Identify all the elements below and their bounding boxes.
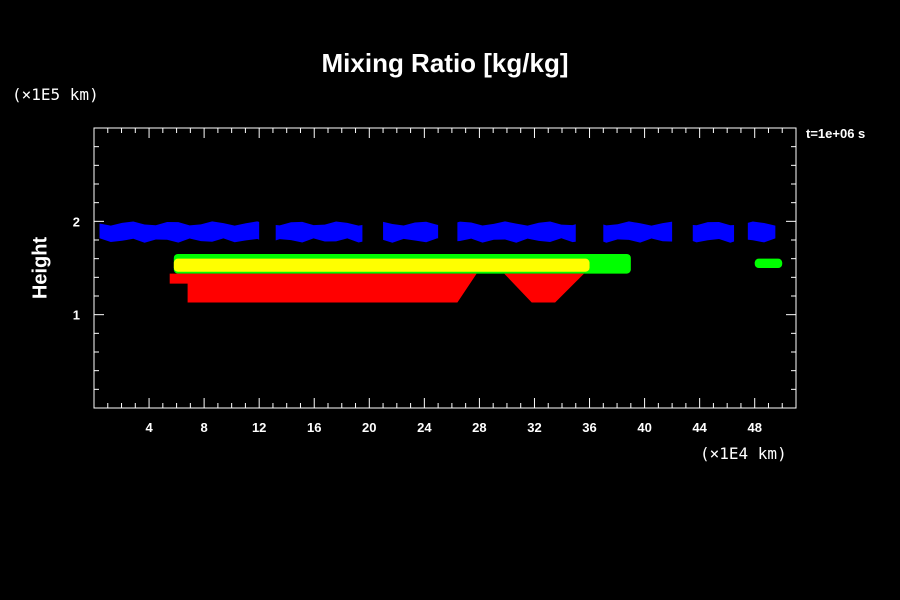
region-fill <box>754 258 783 268</box>
region-fill <box>173 258 590 272</box>
cloud-gap <box>438 219 458 245</box>
plot-frame <box>93 127 797 409</box>
field-fills <box>99 219 783 303</box>
x-tick-label: 8 <box>201 420 208 435</box>
x-tick-label: 28 <box>472 420 486 435</box>
time-label: t=1e+06 s <box>806 126 866 141</box>
x-tick-label: 40 <box>637 420 651 435</box>
axis-ticks <box>94 128 796 408</box>
x-tick-label: 32 <box>527 420 541 435</box>
x-tick-label: 24 <box>417 420 432 435</box>
x-axis-unit: (×1E4 km) <box>700 444 787 463</box>
red-secondary <box>504 273 585 303</box>
cloud-gap <box>734 219 748 245</box>
cloud-gap <box>672 219 693 245</box>
x-tick-label: 4 <box>145 420 153 435</box>
y-tick-label: 1 <box>73 308 80 323</box>
x-tick-label: 16 <box>307 420 321 435</box>
region-blue-0 <box>99 219 776 245</box>
region-red-4 <box>169 273 585 303</box>
x-tick-label: 48 <box>747 420 761 435</box>
red-main <box>169 273 477 303</box>
region-yellow-3 <box>173 258 590 272</box>
y-tick-label: 2 <box>73 214 80 229</box>
cloud-gap <box>362 219 384 245</box>
x-tick-label: 12 <box>252 420 266 435</box>
cloud-gap <box>259 219 276 245</box>
chart-title: Mixing Ratio [kg/kg] <box>321 48 569 78</box>
region-green-2 <box>754 258 783 268</box>
x-tick-label: 44 <box>692 420 707 435</box>
x-tick-label: 36 <box>582 420 596 435</box>
x-tick-label: 20 <box>362 420 376 435</box>
cloud-gap <box>575 219 604 245</box>
y-axis-unit: (×1E5 km) <box>12 85 99 104</box>
plot-border <box>93 127 797 409</box>
